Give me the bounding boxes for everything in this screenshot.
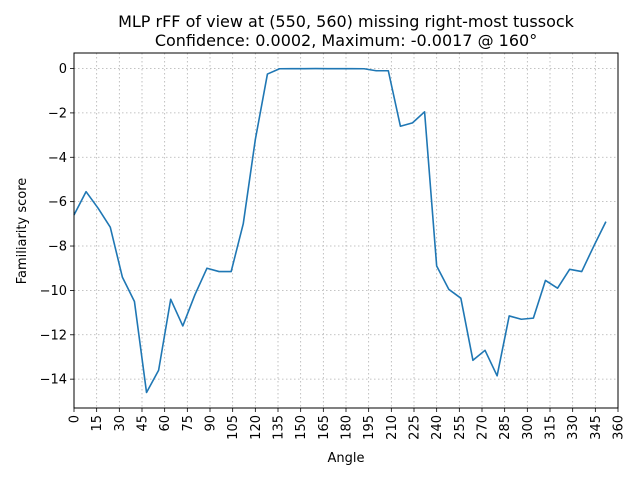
x-tick-label: 240 xyxy=(430,415,445,440)
x-tick-label: 360 xyxy=(612,415,627,440)
x-tick-label: 135 xyxy=(272,415,287,440)
x-tick-label: 90 xyxy=(204,415,219,432)
y-tick-label: −2 xyxy=(48,106,67,121)
x-tick-label: 210 xyxy=(385,415,400,440)
x-tick-label: 180 xyxy=(340,415,355,440)
x-tick-label: 345 xyxy=(589,415,604,440)
y-axis: 0 −2 −4 −6 −8 −10 −12 −14 xyxy=(40,62,74,388)
y-tick-label: −14 xyxy=(40,373,67,388)
x-tick-label: 75 xyxy=(181,415,196,432)
y-tick-label: −12 xyxy=(40,328,67,343)
x-tick-label: 60 xyxy=(158,415,173,432)
x-tick-label: 225 xyxy=(408,415,423,440)
x-tick-label: 270 xyxy=(476,415,491,440)
y-tick-label: −6 xyxy=(48,195,67,210)
x-tick-label: 45 xyxy=(136,415,151,432)
y-tick-label: −10 xyxy=(40,284,67,299)
x-tick-label: 300 xyxy=(521,415,536,440)
y-tick-label: −4 xyxy=(48,151,67,166)
x-tick-label: 30 xyxy=(113,415,128,432)
x-tick-label: 330 xyxy=(566,415,581,440)
series-group xyxy=(73,67,607,394)
x-tick-label: 195 xyxy=(362,415,377,440)
x-tick-label: 255 xyxy=(453,415,468,440)
chart-subtitle: Confidence: 0.0002, Maximum: -0.0017 @ 1… xyxy=(155,31,537,50)
x-tick-label: 105 xyxy=(226,415,241,440)
x-tick-label: 285 xyxy=(498,415,513,440)
x-axis: 0 15 30 45 60 75 90 105 120 135 150 165 180 195 210 225… xyxy=(68,408,627,440)
y-tick-label: −8 xyxy=(48,240,67,255)
x-tick-label: 120 xyxy=(249,415,264,440)
x-tick-label: 15 xyxy=(90,415,105,432)
x-tick-label: 0 xyxy=(68,415,83,423)
series-line xyxy=(73,67,607,394)
x-tick-label: 315 xyxy=(544,415,559,440)
x-axis-label: Angle xyxy=(328,451,365,466)
x-tick-label: 165 xyxy=(317,415,332,440)
chart-title: MLP rFF of view at (550, 560) missing ri… xyxy=(118,12,575,31)
x-tick-label: 150 xyxy=(294,415,309,440)
y-tick-label: 0 xyxy=(59,62,67,77)
grid xyxy=(73,53,619,408)
y-axis-label: Familiarity score xyxy=(15,178,30,285)
